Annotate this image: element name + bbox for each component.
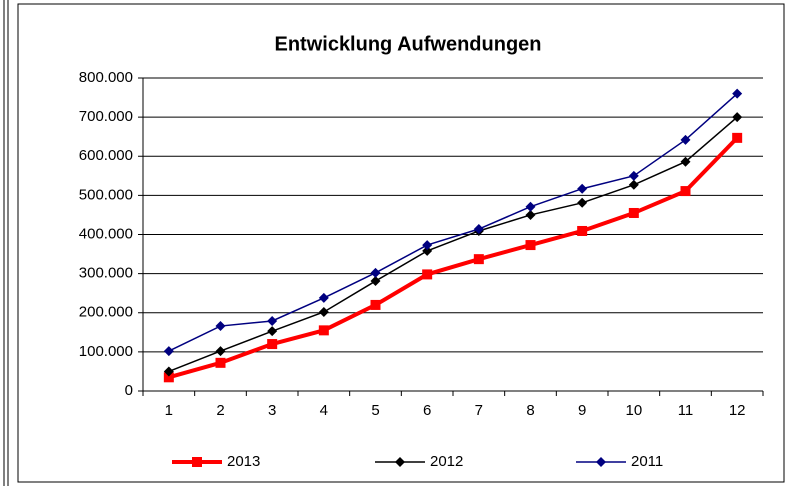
x-tick-label: 12 [729,402,746,419]
data-point [163,372,174,383]
data-point [370,276,381,287]
data-point [473,224,484,235]
data-point [680,156,691,167]
data-point [370,299,381,310]
data-point [422,245,433,256]
data-point [215,321,226,332]
y-tick-label: 300.000 [79,265,133,282]
data-point [422,269,433,280]
data-point [628,170,639,181]
data-point [267,339,278,350]
x-tick-label: 1 [165,402,173,419]
data-point [732,132,743,143]
data-point [267,326,278,337]
x-tick-label: 2 [216,402,224,419]
legend-label: 2012 [430,453,463,470]
data-point [267,315,278,326]
data-point [577,183,588,194]
series-line [168,116,738,373]
data-point [318,292,329,303]
legend-marker [395,457,405,467]
x-tick-label: 7 [475,402,483,419]
data-point [680,186,691,197]
data-point [215,357,226,368]
x-tick-label: 5 [371,402,379,419]
y-tick-label: 0 [125,382,133,399]
data-point [215,346,226,357]
data-point [628,179,639,190]
series-line [168,136,739,380]
data-point [473,254,484,265]
x-tick-label: 3 [268,402,276,419]
data-point [318,306,329,317]
data-point [318,325,329,336]
y-tick-label: 100.000 [79,343,133,360]
data-point [577,225,588,236]
series-line [168,93,738,352]
data-point [370,267,381,278]
data-point [422,240,433,251]
y-tick-label: 400.000 [79,225,133,242]
y-tick-label: 800.000 [79,69,133,86]
x-tick-label: 9 [578,402,586,419]
data-point [680,134,691,145]
legend-marker [596,457,606,467]
data-point [628,207,639,218]
data-point [525,240,536,251]
chart-frame [17,3,785,483]
legend-label: 2013 [227,453,260,470]
legend-label: 2011 [631,453,663,470]
data-point [525,201,536,212]
y-tick-label: 200.000 [79,304,133,321]
x-tick-label: 8 [526,402,534,419]
data-point [732,112,743,123]
x-tick-label: 10 [625,402,642,419]
legend-marker [192,457,202,467]
y-tick-label: 700.000 [79,108,133,125]
x-tick-label: 6 [423,402,431,419]
data-point [577,197,588,208]
x-tick-label: 11 [678,402,694,419]
y-tick-label: 600.000 [79,147,133,164]
data-point [732,88,743,99]
data-point [163,346,174,357]
data-point [525,209,536,220]
x-tick-label: 4 [320,402,328,419]
y-tick-label: 500.000 [79,186,133,203]
chart-title: Entwicklung Aufwendungen [274,33,541,55]
data-point [163,366,174,377]
